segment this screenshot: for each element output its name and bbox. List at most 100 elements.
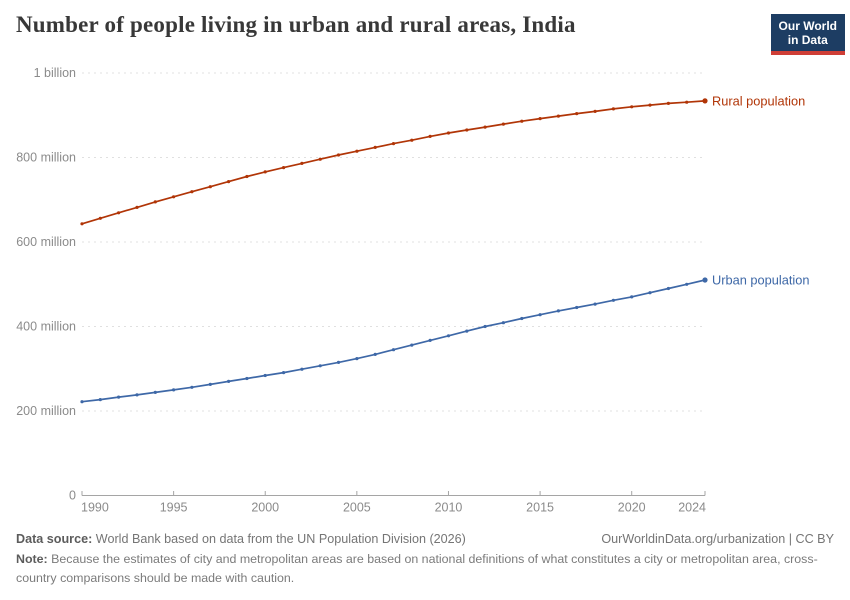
urban-population-end-dot [702,277,708,283]
rural-population-data-point[interactable] [666,101,671,105]
urban-population-data-point[interactable] [538,313,542,317]
urban-population-data-point[interactable] [685,282,689,286]
rural-population-data-point[interactable] [208,185,212,189]
urban-population-data-point[interactable] [483,324,487,329]
data-source-line: Data source: World Bank based on data fr… [16,532,466,546]
y-tick-label: 400 million [16,320,76,334]
x-tick-label: 1990 [81,501,109,515]
urban-population-data-point[interactable] [336,360,341,364]
rural-population-data-point[interactable] [282,166,286,170]
rural-population-data-point[interactable] [501,122,505,126]
urban-population-data-point[interactable] [428,338,432,342]
rural-population-line[interactable] [81,100,706,225]
x-tick-label: 1995 [160,501,188,515]
urban-population-line[interactable] [81,279,706,403]
chart-footer: Data source: World Bank based on data fr… [16,532,834,587]
urban-population-data-point[interactable] [135,393,139,397]
rural-population-data-point[interactable] [483,125,487,129]
rural-population-data-point[interactable] [428,134,432,138]
owid-logo-line2: in Data [787,33,828,47]
y-tick-label: 0 [69,489,76,503]
urban-population-data-point[interactable] [282,371,286,375]
rural-population-data-point[interactable] [153,200,157,204]
y-tick-label: 200 million [16,404,76,418]
data-source-text: World Bank based on data from the UN Pop… [95,532,466,546]
rural-population-data-point[interactable] [538,117,542,121]
rural-population-data-point[interactable] [373,145,377,149]
urban-population-data-point[interactable] [117,395,121,399]
rural-population-data-point[interactable] [336,153,341,157]
urban-population-data-point[interactable] [501,321,505,325]
rural-population-data-point[interactable] [135,205,139,209]
chart-title: Number of people living in urban and rur… [16,12,576,37]
y-tick-label: 600 million [16,235,76,249]
rural-population-data-point[interactable] [227,180,231,184]
urban-population-data-point[interactable] [355,357,359,361]
rural-population-data-point[interactable] [410,138,414,142]
urban-population-data-point[interactable] [98,398,102,402]
note-text: Because the estimates of city and metrop… [16,552,818,585]
rural-population-data-point[interactable] [575,112,579,116]
urban-population-data-point[interactable] [227,379,231,383]
urban-population-data-point[interactable] [373,352,377,356]
urban-population-data-point[interactable] [208,382,212,386]
rural-population-data-point[interactable] [300,161,304,165]
urban-population-data-point[interactable] [153,390,157,394]
rural-population-data-point[interactable] [117,211,121,215]
rural-population-data-point[interactable] [520,119,524,123]
rural-population-data-point[interactable] [648,103,652,107]
urban-population-data-point[interactable] [80,400,84,404]
urban-population-data-point[interactable] [391,348,396,352]
rural-population-data-point[interactable] [611,107,616,111]
urban-population-data-point[interactable] [611,298,616,302]
urban-population-data-point[interactable] [575,305,579,310]
rural-population-data-point[interactable] [465,128,469,132]
rural-population-data-point[interactable] [80,222,84,226]
x-tick-label: 2010 [435,501,463,515]
rural-population-data-point[interactable] [355,149,359,153]
urban-population-data-point[interactable] [172,388,176,392]
urban-population-data-point[interactable] [446,334,451,338]
chart-note: Note: Because the estimates of city and … [16,550,834,587]
urban-population-data-point[interactable] [556,309,561,313]
urban-population-data-point[interactable] [245,376,249,381]
rural-population-end-dot [702,98,708,104]
license-link[interactable]: OurWorldinData.org/urbanization | CC BY [601,532,834,546]
rural-population-data-point[interactable] [593,109,597,113]
urban-population-data-point[interactable] [630,295,634,299]
rural-population-data-point[interactable] [190,190,194,194]
urban-population-data-point[interactable] [300,367,304,371]
rural-population-data-point[interactable] [318,157,322,161]
x-tick-label: 2005 [343,501,371,515]
data-source-label: Data source: [16,532,93,546]
y-tick-label: 800 million [16,151,76,165]
rural-population-data-point[interactable] [391,142,396,146]
x-tick-label: 2024 [678,501,706,515]
urban-population-data-point[interactable] [666,286,671,291]
rural-population-data-point[interactable] [685,100,689,104]
urban-population-data-point[interactable] [465,329,469,333]
x-tick-label: 2000 [251,501,279,515]
owid-logo-line1: Our World [778,19,837,33]
urban-population-data-point[interactable] [190,385,194,389]
rural-population-data-point[interactable] [172,195,176,199]
urban-population-data-point[interactable] [520,316,524,321]
rural-population-data-point[interactable] [263,170,267,174]
owid-logo[interactable]: Our World in Data [770,14,845,55]
x-tick-label: 2015 [526,501,554,515]
urban-population-data-point[interactable] [263,373,267,378]
x-tick-label: 2020 [618,501,646,515]
urban-population-data-point[interactable] [318,364,322,368]
y-tick-label: 1 billion [34,66,76,80]
urban-population-data-point[interactable] [410,343,414,347]
urban-population-data-point[interactable] [593,302,597,306]
rural-population-data-point[interactable] [556,114,561,118]
rural-population-data-point[interactable] [98,216,102,220]
rural-population-data-point[interactable] [630,105,634,109]
urban-population-data-point[interactable] [648,291,652,295]
rural-population-data-point[interactable] [245,174,249,179]
rural-population-data-point[interactable] [446,131,451,135]
note-label: Note: [16,552,48,566]
